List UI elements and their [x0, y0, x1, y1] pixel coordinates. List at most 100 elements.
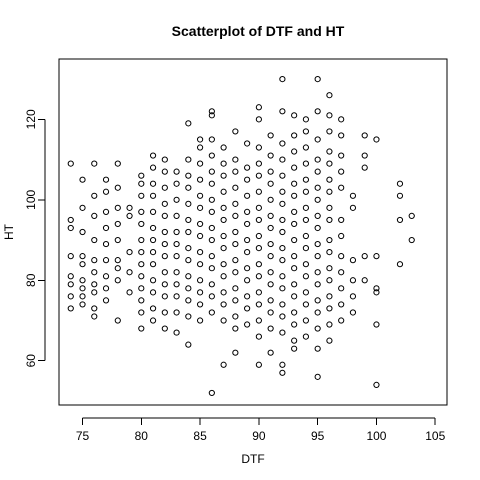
data-point — [185, 200, 192, 207]
data-point — [196, 160, 204, 167]
data-point — [185, 172, 192, 179]
data-point — [255, 244, 262, 252]
data-point — [126, 212, 133, 220]
data-point — [102, 176, 110, 183]
data-point — [138, 297, 145, 304]
data-point — [361, 164, 368, 171]
data-point — [102, 188, 110, 195]
data-point — [291, 281, 298, 288]
data-point — [173, 253, 180, 260]
data-point — [291, 148, 298, 155]
data-point — [149, 249, 157, 256]
data-point — [255, 160, 262, 167]
data-point — [173, 281, 180, 288]
data-point — [185, 244, 192, 252]
data-point — [314, 373, 321, 380]
data-point — [185, 313, 192, 320]
data-point — [67, 216, 74, 224]
data-point — [91, 212, 98, 220]
data-point — [196, 192, 204, 199]
data-point — [326, 92, 333, 99]
data-point — [314, 168, 321, 175]
data-point — [302, 301, 310, 308]
data-point — [126, 269, 133, 276]
data-point — [244, 265, 251, 272]
data-point — [279, 361, 286, 368]
y-tick-label: 120 — [24, 109, 38, 129]
x-tick-label: 75 — [76, 429, 90, 443]
data-point — [373, 289, 380, 296]
data-point — [396, 192, 404, 199]
data-point — [161, 325, 168, 332]
data-point — [373, 381, 380, 388]
y-tick-label: 100 — [24, 189, 38, 209]
data-point — [302, 333, 310, 340]
data-point — [149, 236, 157, 244]
data-point — [291, 208, 298, 215]
data-point — [79, 285, 86, 292]
data-point — [138, 249, 145, 256]
data-point — [279, 257, 286, 264]
data-point — [196, 301, 204, 308]
data-point — [161, 168, 168, 175]
data-point — [302, 176, 310, 183]
data-point — [220, 273, 227, 280]
data-point — [244, 293, 251, 300]
data-point — [349, 257, 357, 264]
data-point — [349, 204, 357, 211]
data-point — [302, 232, 310, 240]
data-point — [267, 297, 274, 304]
data-point — [279, 285, 286, 292]
data-point — [173, 240, 180, 248]
data-point — [291, 265, 298, 272]
data-point — [326, 188, 333, 195]
data-point — [291, 192, 298, 199]
data-point — [196, 144, 204, 151]
data-point — [91, 192, 98, 199]
data-point — [220, 301, 227, 308]
data-point — [185, 156, 192, 163]
data-point — [67, 224, 74, 232]
data-point — [208, 309, 215, 316]
data-point — [279, 329, 286, 336]
y-tick-label: 80 — [24, 273, 38, 287]
data-point — [114, 184, 121, 191]
data-point — [314, 325, 321, 332]
data-point — [291, 309, 298, 316]
data-point — [91, 313, 98, 320]
data-point — [220, 244, 227, 252]
data-point — [67, 160, 74, 167]
data-point — [244, 321, 251, 328]
data-point — [267, 224, 274, 232]
y-tick-label: 60 — [24, 354, 38, 368]
data-point — [267, 281, 274, 288]
data-point — [244, 176, 251, 183]
data-point — [232, 297, 239, 304]
data-point — [396, 261, 404, 268]
data-point — [279, 140, 286, 147]
x-tick-label: 90 — [252, 429, 266, 443]
data-point — [79, 228, 86, 236]
data-point — [196, 317, 204, 324]
y-axis: 60 80 100 120 — [24, 109, 46, 368]
data-point — [232, 240, 239, 248]
data-point — [244, 305, 251, 312]
data-point — [138, 273, 145, 280]
data-point — [232, 128, 239, 135]
data-point — [173, 269, 180, 276]
data-point — [220, 361, 227, 368]
data-point — [208, 236, 215, 244]
data-point — [220, 172, 227, 179]
data-point — [67, 281, 74, 288]
data-point — [361, 132, 368, 139]
x-tick-label: 85 — [193, 429, 207, 443]
data-point — [138, 285, 145, 292]
data-point — [349, 192, 357, 199]
data-point — [220, 261, 227, 268]
data-point — [114, 277, 121, 284]
data-point — [91, 160, 98, 167]
data-point — [79, 301, 86, 308]
data-point — [196, 232, 204, 240]
data-point — [267, 152, 274, 159]
data-point — [338, 269, 345, 276]
